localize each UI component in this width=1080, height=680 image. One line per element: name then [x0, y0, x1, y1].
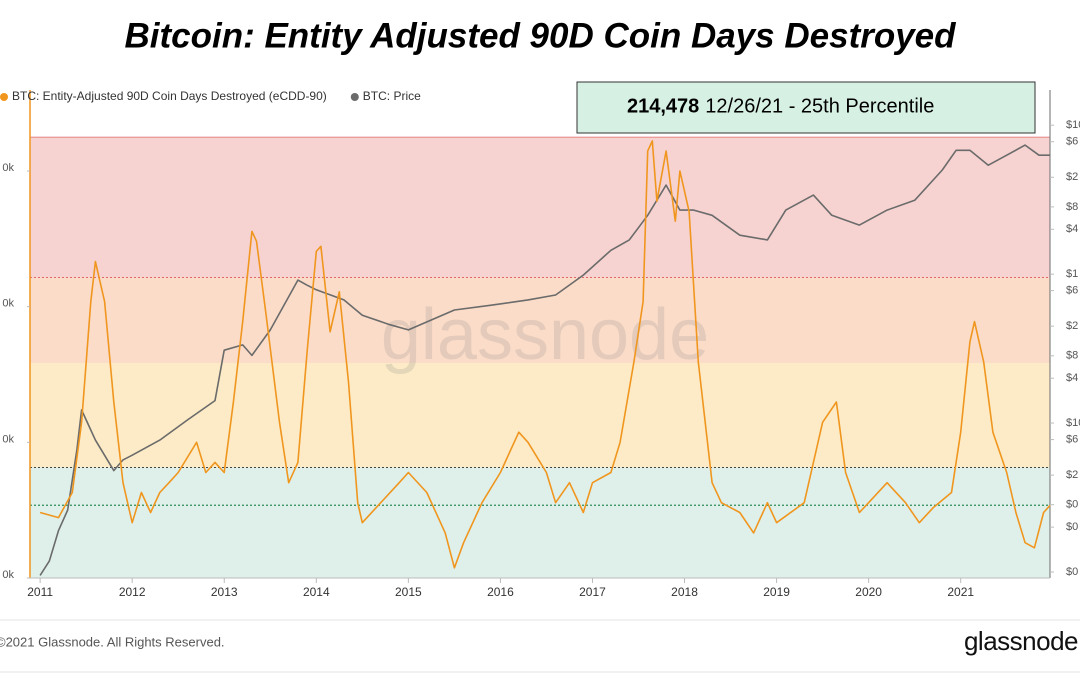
y2-tick-label: $0: [1066, 499, 1078, 511]
y2-tick-label: $1: [1066, 268, 1078, 280]
legend-label: BTC: Entity-Adjusted 90D Coin Days Destr…: [12, 89, 327, 103]
y2-tick-label: $8: [1066, 350, 1078, 362]
y2-tick-label: $4: [1066, 372, 1078, 384]
x-tick-label: 2017: [579, 585, 606, 599]
y2-tick-label: $10: [1066, 417, 1080, 429]
y2-tick-label: $6: [1066, 433, 1078, 445]
y2-tick-label: $6: [1066, 285, 1078, 297]
legend-label: BTC: Price: [363, 89, 421, 103]
y2-tick-label: $6: [1066, 136, 1078, 148]
x-tick-label: 2015: [395, 585, 422, 599]
legend-marker: [0, 93, 8, 101]
x-tick-label: 2018: [671, 585, 698, 599]
x-tick-label: 2012: [119, 585, 146, 599]
y2-tick-label: $4: [1066, 223, 1078, 235]
y-tick-label: 0k: [2, 298, 14, 310]
percentile-band: [30, 362, 1050, 468]
percentile-band: [30, 467, 1050, 578]
y2-tick-label: $2: [1066, 320, 1078, 332]
x-tick-label: 2016: [487, 585, 514, 599]
series-line: [39, 144, 1050, 576]
y2-tick-label: $2: [1066, 469, 1078, 481]
y-tick-label: 0k: [2, 569, 14, 581]
series-line: [39, 140, 1051, 569]
annotation-text: 12/26/21 - 25th Percentile: [705, 95, 934, 117]
percentile-band: [30, 277, 1050, 363]
annotation-value: 214,478: [627, 95, 699, 117]
y2-tick-label: $0: [1066, 566, 1078, 578]
y-tick-label: 0k: [2, 433, 14, 445]
x-tick-label: 2014: [303, 585, 330, 599]
y2-tick-label: $0: [1066, 521, 1078, 533]
footer: ©2021 Glassnode. All Rights Reserved.: [0, 634, 225, 649]
legend-marker: [350, 93, 359, 101]
y2-tick-label: $8: [1066, 201, 1078, 213]
y2-tick-label: $10: [1066, 119, 1080, 131]
x-tick-label: 2019: [763, 585, 790, 599]
x-tick-label: 2011: [27, 585, 53, 599]
annotation-box: [576, 81, 1036, 134]
chart-title: Bitcoin: Entity Adjusted 90D Coin Days D…: [124, 16, 956, 55]
percentile-band: [30, 137, 1050, 278]
x-tick-label: 2013: [211, 585, 238, 599]
y2-tick-label: $2: [1066, 171, 1078, 183]
y-tick-label: 0k: [2, 162, 14, 174]
logo: glassnode: [964, 626, 1078, 656]
watermark: glassnode: [381, 295, 709, 375]
x-tick-label: 2020: [855, 585, 882, 599]
x-tick-label: 2021: [947, 585, 974, 599]
